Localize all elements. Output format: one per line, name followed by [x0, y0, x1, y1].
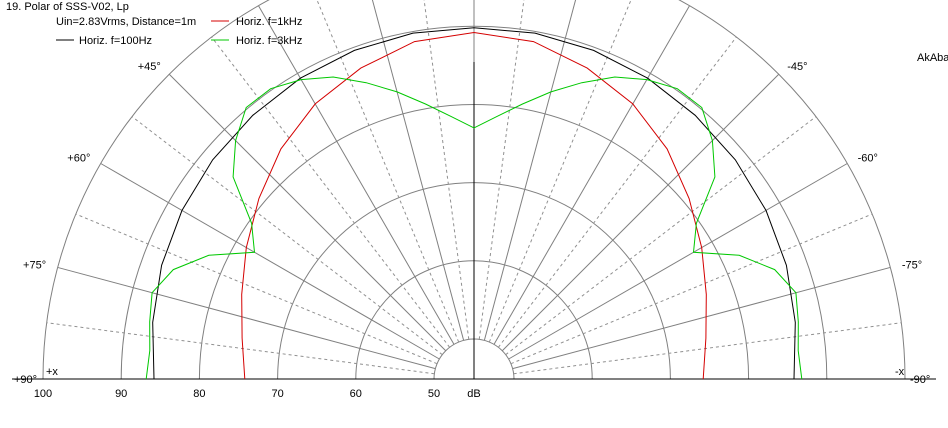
- ray--52.5deg: [505, 116, 817, 356]
- radial-tick-label: 60: [350, 388, 362, 400]
- angle-label: -45°: [787, 61, 807, 73]
- ray-52.5deg: [131, 116, 443, 356]
- right-axis-marker: -x: [895, 366, 905, 378]
- radial-tick-label: 100: [34, 388, 52, 400]
- angle-label: +90°: [14, 374, 37, 386]
- ray--15deg: [483, 0, 577, 341]
- legend-label-1khz: Horiz. f=1kHz: [236, 16, 302, 28]
- series-line-1: [241, 31, 707, 380]
- chart-title: 19. Polar of SSS-V02, Lp: [6, 1, 129, 13]
- angle-label: +45°: [138, 61, 161, 73]
- legend-label-3khz: Horiz. f=3kHz: [236, 35, 302, 47]
- ray--37.5deg: [497, 36, 737, 348]
- radial-tick-label: 50: [428, 388, 440, 400]
- ray-7.5deg: [423, 0, 470, 340]
- ray-15deg: [371, 0, 465, 341]
- left-axis-marker: +x: [46, 366, 58, 378]
- polar-labels: 1009080706050dB0°+15°-15°+30°-30°+45°-45…: [14, 0, 930, 400]
- angle-label: -75°: [902, 259, 922, 271]
- ray-30deg: [258, 5, 455, 345]
- legend-label-100hz: Horiz. f=100Hz: [79, 35, 152, 47]
- angle-label: -90°: [910, 374, 930, 386]
- angle-label: +30°: [229, 0, 252, 2]
- angle-label: -60°: [858, 153, 878, 165]
- series-line-0: [152, 27, 796, 380]
- ray-67.5deg: [75, 213, 438, 365]
- angle-label: -30°: [696, 0, 716, 2]
- ray--75deg: [512, 266, 891, 370]
- ray-82.5deg: [46, 322, 435, 375]
- ray-60deg: [100, 163, 440, 360]
- ray--30deg: [493, 5, 690, 345]
- ring-100db: [42, 0, 906, 380]
- radial-tick-label: 80: [193, 388, 205, 400]
- ray--67.5deg: [510, 213, 873, 365]
- corner-label: AkAba: [917, 52, 948, 64]
- radial-unit-label: dB: [467, 388, 480, 400]
- measurement-condition: Uin=2.83Vrms, Distance=1m: [56, 16, 196, 28]
- ray--45deg: [501, 73, 780, 352]
- angle-label: +75°: [23, 259, 46, 271]
- series-line-2: [145, 76, 803, 380]
- ray-22.5deg: [316, 0, 460, 343]
- ray--22.5deg: [488, 0, 632, 343]
- polar-grid: [12, 0, 936, 380]
- ray--60deg: [508, 163, 848, 360]
- radial-tick-label: 70: [271, 388, 283, 400]
- ray--7.5deg: [478, 0, 525, 340]
- ray--82.5deg: [513, 322, 902, 375]
- radial-tick-label: 90: [115, 388, 127, 400]
- ray-45deg: [168, 73, 447, 352]
- ray-37.5deg: [211, 36, 451, 348]
- ray-75deg: [57, 266, 436, 370]
- polar-curves: [145, 27, 803, 380]
- legend: Horiz. f=100Hz Horiz. f=1kHz Horiz. f=3k…: [56, 16, 302, 47]
- angle-label: +60°: [67, 153, 90, 165]
